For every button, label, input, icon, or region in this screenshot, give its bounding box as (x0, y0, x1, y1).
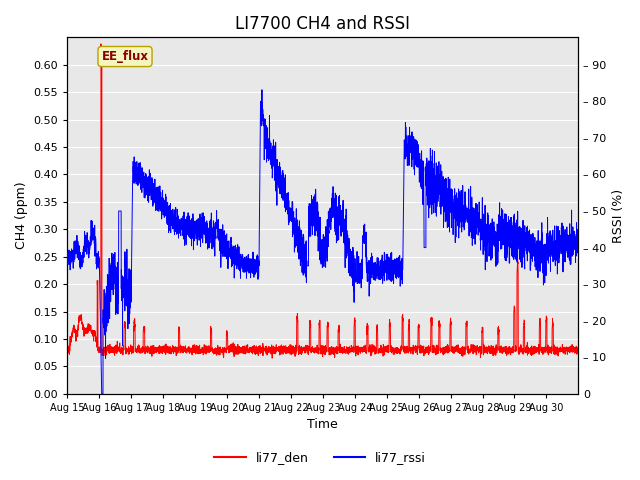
Title: LI7700 CH4 and RSSI: LI7700 CH4 and RSSI (236, 15, 410, 33)
Legend: li77_den, li77_rssi: li77_den, li77_rssi (209, 446, 431, 469)
Y-axis label: CH4 (ppm): CH4 (ppm) (15, 182, 28, 250)
Y-axis label: RSSI (%): RSSI (%) (612, 189, 625, 242)
X-axis label: Time: Time (307, 419, 338, 432)
Text: EE_flux: EE_flux (102, 50, 148, 63)
